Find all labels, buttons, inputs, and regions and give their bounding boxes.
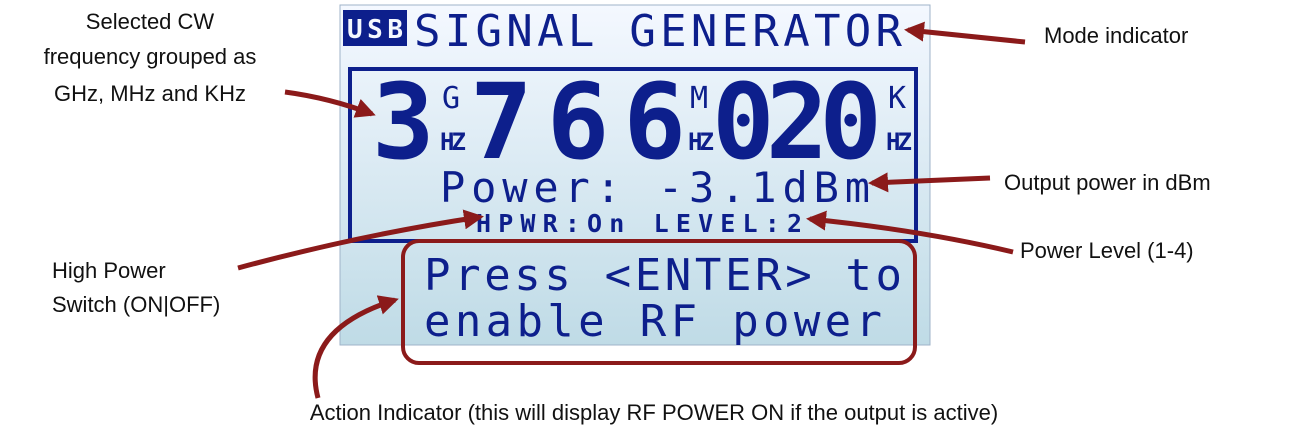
- annotation: Selected CW: [86, 9, 215, 34]
- khz-unit: HZ: [886, 128, 912, 156]
- mhz-unit: HZ: [688, 128, 714, 156]
- arrow: [312, 295, 399, 399]
- arrow: [284, 89, 376, 118]
- ghz-digits: 3: [372, 61, 435, 183]
- mhz-digits: 766: [470, 61, 686, 183]
- arrow: [806, 210, 1014, 255]
- annotation: High Power: [52, 258, 166, 283]
- khz-digits: 020: [712, 61, 882, 183]
- annotation: GHz, MHz and KHz: [54, 81, 246, 106]
- status-text: HPWR:On LEVEL:2: [476, 209, 802, 238]
- ghz-unit: HZ: [440, 128, 466, 156]
- arrow: [868, 172, 991, 193]
- action-line: enable RF power: [424, 296, 882, 347]
- lcd-screen: [339, 4, 931, 346]
- arrow: [904, 21, 1026, 45]
- mhz-unit: M: [690, 81, 708, 116]
- action-highlight: [401, 239, 917, 365]
- annotation: Switch (ON|OFF): [52, 292, 220, 317]
- usb-badge-text: USB: [347, 15, 403, 45]
- arrow: [237, 209, 484, 271]
- usb-badge: [343, 10, 407, 46]
- annotation: frequency grouped as: [44, 44, 257, 69]
- annotation: Action Indicator (this will display RF P…: [310, 400, 998, 425]
- annotation: Power Level (1-4): [1020, 238, 1194, 263]
- annotation: Output power in dBm: [1004, 170, 1211, 195]
- ghz-unit: G: [442, 81, 460, 116]
- annotation: Mode indicator: [1044, 23, 1188, 48]
- khz-unit: K: [888, 81, 906, 116]
